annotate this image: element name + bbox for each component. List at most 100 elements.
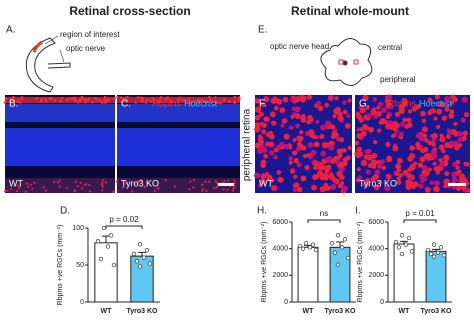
y-axis-label: Rbpms +ve RGCs (mm⁻²): [261, 222, 268, 303]
heading: Retinal cross-section: [69, 4, 190, 18]
cell: [394, 111, 400, 117]
data-point: [345, 255, 351, 261]
cell: [10, 97, 13, 100]
cell: [325, 164, 332, 171]
cell: [283, 143, 289, 150]
cell: [259, 178, 266, 185]
cell: [226, 188, 229, 192]
data-point: [396, 245, 402, 250]
cell: [336, 148, 344, 155]
bar: [425, 250, 447, 303]
cell: [261, 146, 268, 154]
cell: [219, 101, 223, 105]
cell: [458, 143, 463, 148]
cell: [121, 186, 124, 189]
cell: [429, 180, 434, 185]
heading: Retinal whole-mount: [291, 4, 409, 18]
cell: [237, 96, 241, 99]
cell: [420, 147, 426, 154]
cell: [341, 148, 347, 153]
cell: [208, 95, 211, 99]
panel-letter: C.: [121, 99, 131, 110]
cell: [120, 96, 123, 100]
layer: [117, 104, 240, 122]
cell: [396, 176, 401, 181]
cell: [200, 98, 203, 101]
data-point: [134, 259, 140, 264]
cell: [458, 178, 465, 185]
cell: [361, 130, 367, 137]
cell: [73, 189, 76, 192]
cell: [378, 162, 383, 168]
cell: [356, 133, 363, 139]
data-point: [101, 225, 107, 231]
cell: [137, 180, 140, 183]
panel-letter: E.: [258, 25, 267, 36]
bar: [329, 246, 351, 303]
stain: Rbpms: [387, 98, 416, 108]
cell: [330, 183, 337, 191]
cell: [205, 101, 208, 104]
cell: [193, 99, 197, 103]
layer: [117, 128, 240, 166]
cell: [295, 114, 300, 119]
cell: [200, 183, 204, 187]
data-point: [131, 251, 137, 257]
cell: [315, 119, 320, 124]
cell: [278, 177, 284, 183]
cell: [83, 183, 86, 187]
cell: [24, 190, 27, 193]
cell: [368, 126, 374, 133]
cell: [389, 105, 394, 110]
cell: [164, 96, 167, 100]
y-tick-label: 50: [76, 262, 84, 269]
cell: [355, 111, 361, 117]
cell: [304, 164, 310, 171]
cell: [157, 100, 161, 104]
cell: [433, 166, 439, 172]
cell: [190, 101, 193, 104]
cell: [431, 132, 438, 139]
cell: [103, 98, 107, 102]
cell: [299, 130, 304, 135]
cell: [288, 160, 293, 165]
cell: [433, 180, 440, 187]
cell: [451, 176, 458, 183]
cell: [12, 95, 15, 99]
cell: [317, 164, 324, 171]
scale-bar: [218, 183, 234, 186]
cell: [444, 106, 450, 112]
x-tick-label: WT: [101, 308, 113, 315]
cell: [44, 189, 48, 192]
cell: [214, 180, 218, 183]
data-point: [332, 250, 338, 255]
cell: [338, 166, 345, 173]
annotation: ns: [320, 209, 328, 218]
cell: [73, 98, 77, 102]
cell: [104, 181, 108, 184]
cell: [313, 141, 320, 148]
cell: [83, 100, 87, 104]
cell: [178, 96, 181, 100]
cell: [18, 187, 21, 190]
cell: [16, 184, 20, 188]
cell: [166, 96, 170, 99]
cell: [151, 97, 155, 100]
cell: [273, 155, 278, 160]
cell: [3, 101, 7, 104]
cell: [4, 189, 7, 193]
cell: [221, 181, 224, 184]
stain: Hoechst: [184, 98, 218, 108]
cell: [292, 183, 298, 188]
cell: [421, 111, 426, 117]
data-point: [98, 256, 104, 262]
cell: [439, 161, 445, 167]
panel-letter: D.: [60, 206, 70, 217]
cell: [417, 162, 423, 168]
cell: [233, 95, 237, 99]
cell: [261, 129, 267, 135]
cell: [223, 180, 227, 183]
cell: [431, 137, 436, 143]
cell: [431, 141, 436, 147]
